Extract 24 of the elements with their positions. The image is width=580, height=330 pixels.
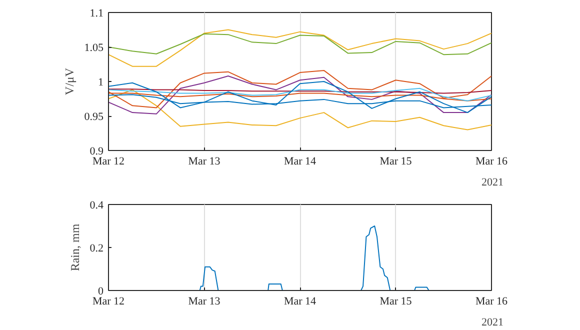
x-tick-label: Mar 14 bbox=[284, 156, 317, 168]
y-tick-label: 0.95 bbox=[84, 111, 104, 123]
x-tick-label: Mar 15 bbox=[380, 296, 412, 308]
x-tick-label: Mar 14 bbox=[284, 296, 317, 308]
y-tick-label: 1.05 bbox=[84, 42, 104, 54]
y-tick-label: 0.4 bbox=[90, 200, 104, 212]
x-tick-label: Mar 12 bbox=[92, 296, 125, 308]
y-tick-label: 0.2 bbox=[90, 242, 104, 254]
x-tick-label: Mar 15 bbox=[380, 156, 412, 168]
text: 2021 bbox=[482, 176, 504, 188]
x-tick-label: Mar 13 bbox=[188, 296, 221, 308]
x-tick-label: Mar 12 bbox=[92, 156, 125, 168]
y-tick-label: 0 bbox=[98, 286, 104, 298]
y-axis-title: V/μV bbox=[62, 68, 76, 96]
x-tick-label: Mar 16 bbox=[475, 156, 508, 168]
text: 2021 bbox=[482, 316, 504, 328]
y-tick-label: 1 bbox=[98, 76, 104, 88]
x-tick-label: Mar 16 bbox=[475, 296, 508, 308]
y-tick-label: 1.1 bbox=[90, 8, 104, 20]
line-series bbox=[108, 29, 492, 67]
y-tick-label: 0.9 bbox=[90, 146, 104, 158]
line-series bbox=[108, 33, 492, 56]
x-tick-label: Mar 13 bbox=[188, 156, 221, 168]
y-axis-title: Rain, mm bbox=[68, 223, 82, 272]
